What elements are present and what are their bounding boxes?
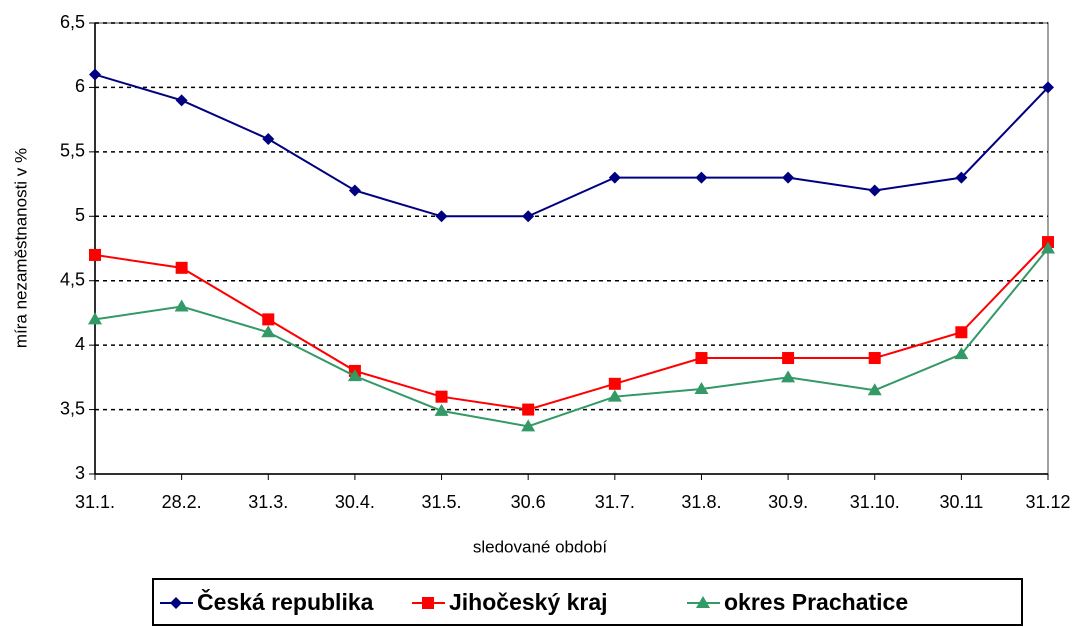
legend-marker [422,597,434,609]
legend-box [152,578,1023,626]
x-tick-label: 31.3. [248,492,288,512]
x-tick-label: 31.7. [595,492,635,512]
y-tick-label: 5 [75,205,85,225]
x-tick-label: 31.8. [681,492,721,512]
x-tick-label: 30.11 [940,492,984,512]
data-point [174,299,189,312]
data-point [435,390,448,403]
data-point [782,352,795,365]
y-tick-label: 6 [75,76,85,96]
data-point [522,210,535,223]
x-axis-label: sledované období [473,537,608,556]
data-point [89,248,101,261]
data-point [348,184,361,197]
y-tick-label: 6,5 [60,12,85,32]
data-point [1042,81,1054,94]
data-point [175,261,188,274]
data-point [608,377,621,390]
y-tick-label: 4,5 [60,269,85,289]
y-tick-label: 3 [75,463,85,483]
plot-area [94,22,1049,475]
legend-label: okres Prachatice [724,589,908,615]
data-point [695,352,708,365]
data-point [954,347,969,360]
x-tick-label: 31.5. [422,492,462,512]
series-line [94,73,1049,218]
data-point [868,352,881,365]
data-point [261,325,276,338]
data-point [262,132,275,145]
legend-marker [170,597,182,609]
x-tick-label: 28.2. [162,492,202,512]
y-tick-label: 3,5 [60,398,85,418]
data-point [868,184,881,197]
data-point [522,403,535,416]
x-tick-label: 31.1. [75,492,115,512]
data-point [175,94,188,107]
y-tick-label: 5,5 [60,141,85,161]
legend-label: Česká republika [197,588,374,615]
x-tick-label: 31.10. [850,492,900,512]
y-axis-label: míra nezaměstnanosti v % [11,148,30,348]
data-point [608,171,621,184]
x-tick-label: 30.6 [511,492,546,512]
data-point [955,326,968,339]
data-point [521,419,536,432]
data-point [89,68,101,81]
data-point [347,369,362,382]
x-tick-label: 30.9. [768,492,808,512]
legend-label: Jihočeský kraj [449,589,608,615]
series-line [94,247,1049,428]
y-tick-label: 4 [75,334,85,354]
data-point [695,171,708,184]
data-point [435,210,448,223]
data-point [782,171,795,184]
data-point [607,389,622,402]
series-line [94,241,1049,411]
data-point [955,171,968,184]
data-point [867,383,882,396]
legend-marker [696,596,710,608]
data-point [1041,241,1055,254]
data-point [88,312,102,325]
data-point [262,313,275,326]
data-point [434,403,449,416]
data-point [694,381,709,394]
data-point [781,370,796,383]
x-tick-label: 31.12 [1025,492,1070,512]
x-tick-label: 30.4. [335,492,375,512]
